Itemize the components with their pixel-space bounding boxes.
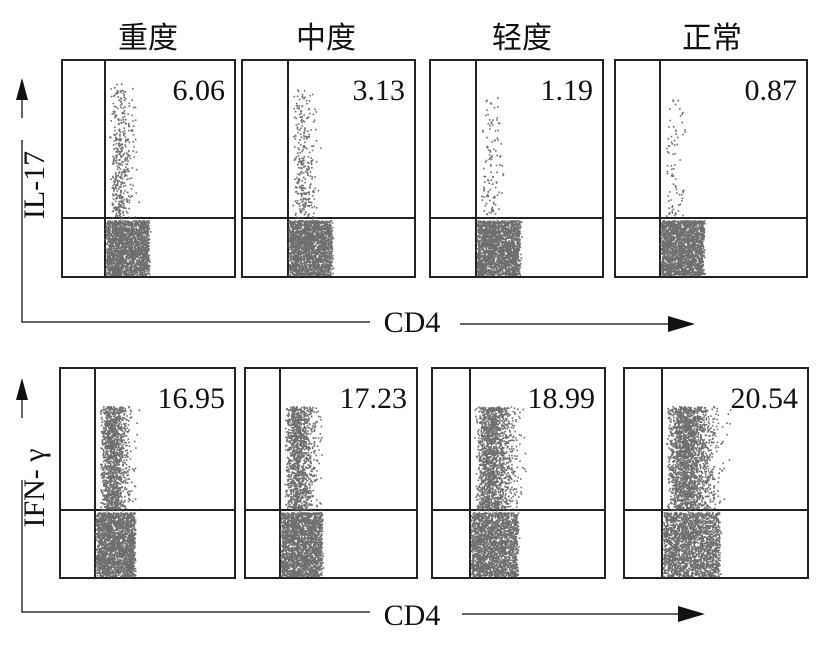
column-heading: 中度 xyxy=(296,22,356,55)
cell-dots xyxy=(469,406,527,578)
plot-frame xyxy=(623,367,809,579)
arrow-head xyxy=(678,606,705,622)
percentage-label: 1.19 xyxy=(541,74,594,107)
axis-line xyxy=(21,140,370,323)
cell-dots xyxy=(287,89,335,277)
percentage-label: 3.13 xyxy=(353,74,406,107)
arrow-head xyxy=(16,378,28,400)
plot-frame xyxy=(244,367,418,579)
plot-frame xyxy=(431,367,606,579)
plot-frame xyxy=(61,59,236,278)
x-axis-label: CD4 xyxy=(384,306,441,339)
cell-dots xyxy=(659,99,706,277)
percentage-label: 18.99 xyxy=(528,382,596,415)
column-heading: 正常 xyxy=(682,22,742,55)
arrow-head xyxy=(16,78,28,100)
cell-dots xyxy=(661,406,732,578)
percentage-label: 6.06 xyxy=(173,74,226,107)
plot-frame xyxy=(429,59,604,278)
percentage-label: 17.23 xyxy=(340,382,408,415)
y-axis-label: IL-17 xyxy=(18,151,51,219)
column-heading: 重度 xyxy=(118,22,178,55)
column-heading: 轻度 xyxy=(492,22,552,55)
arrow-head xyxy=(668,316,695,332)
x-axis-label: CD4 xyxy=(384,599,441,632)
cell-dots xyxy=(104,83,152,277)
cell-dots xyxy=(94,406,141,578)
cell-dots xyxy=(279,406,325,578)
cell-dots xyxy=(475,97,523,277)
y-axis-label: IFN- γ xyxy=(18,448,51,527)
plot-frame xyxy=(614,59,808,278)
plot-frame xyxy=(59,367,236,579)
axis-line xyxy=(21,480,370,613)
percentage-label: 0.87 xyxy=(745,74,798,107)
plot-frame xyxy=(241,59,416,278)
percentage-label: 20.54 xyxy=(731,382,799,415)
percentage-label: 16.95 xyxy=(158,382,226,415)
